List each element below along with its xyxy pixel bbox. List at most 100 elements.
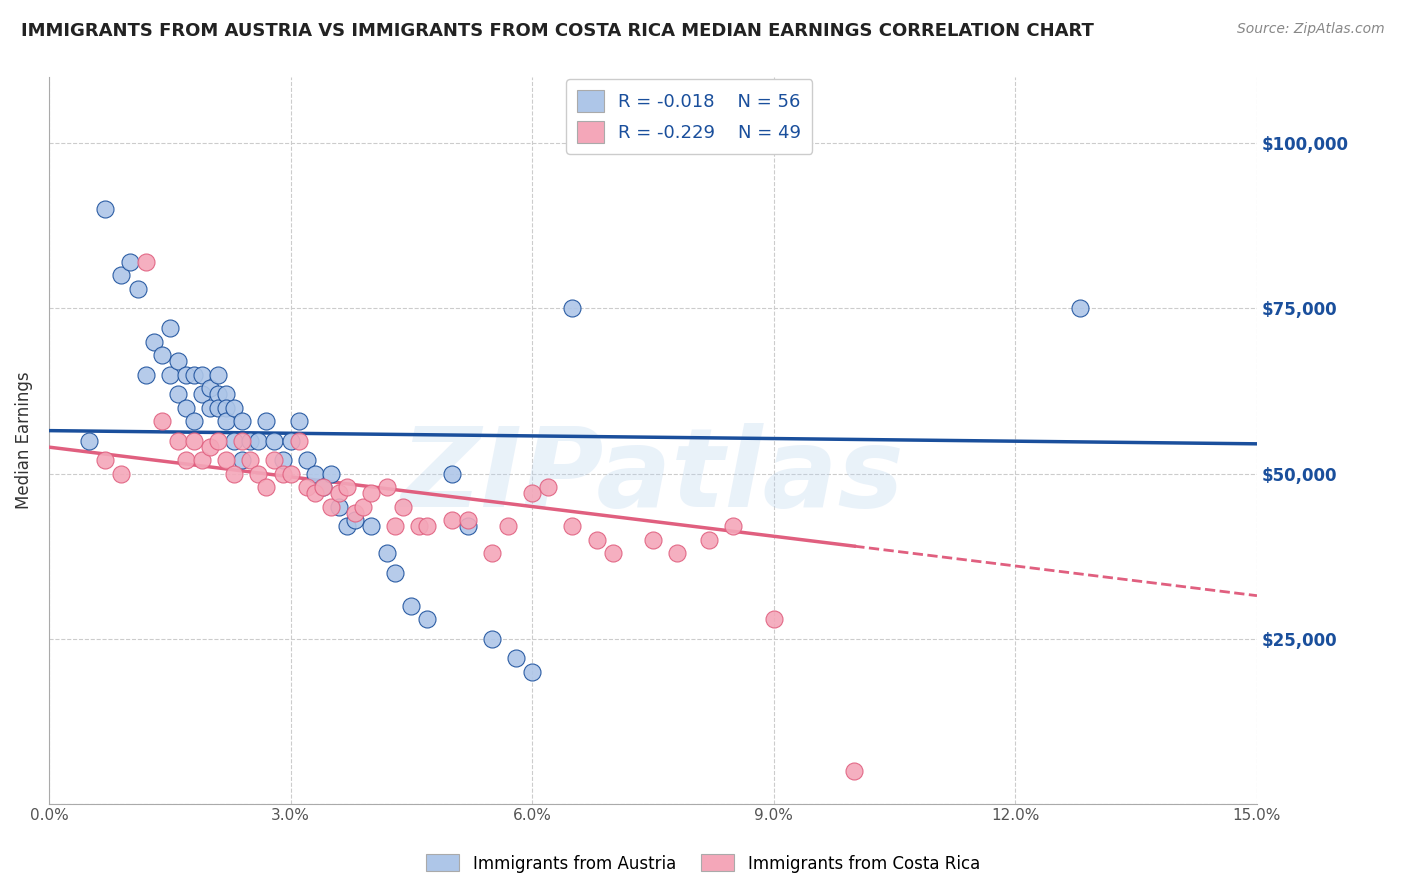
Point: [280, 434, 302, 448]
Point: [457, 519, 479, 533]
Point: [231, 453, 253, 467]
Point: [94, 202, 117, 217]
Legend: R = -0.018    N = 56, R = -0.229    N = 49: R = -0.018 N = 56, R = -0.229 N = 49: [567, 79, 813, 154]
Point: [127, 282, 149, 296]
Point: [384, 519, 406, 533]
Text: ZIPatlas: ZIPatlas: [401, 424, 905, 531]
Point: [440, 467, 463, 481]
Point: [352, 500, 374, 514]
Point: [254, 414, 277, 428]
Point: [224, 434, 246, 448]
Point: [641, 533, 664, 547]
Point: [481, 546, 503, 560]
Point: [360, 486, 382, 500]
Point: [271, 453, 294, 467]
Point: [319, 467, 342, 481]
Point: [215, 401, 238, 415]
Point: [183, 414, 205, 428]
Point: [343, 506, 366, 520]
Point: [537, 480, 560, 494]
Point: [440, 513, 463, 527]
Point: [457, 513, 479, 527]
Point: [343, 513, 366, 527]
Point: [215, 387, 238, 401]
Point: [287, 414, 309, 428]
Point: [666, 546, 689, 560]
Point: [142, 334, 165, 349]
Point: [166, 354, 188, 368]
Point: [762, 612, 785, 626]
Point: [561, 301, 583, 316]
Point: [416, 519, 439, 533]
Point: [561, 519, 583, 533]
Point: [247, 434, 270, 448]
Point: [336, 480, 359, 494]
Point: [198, 381, 221, 395]
Point: [224, 467, 246, 481]
Point: [166, 434, 188, 448]
Point: [174, 401, 197, 415]
Point: [263, 434, 285, 448]
Point: [287, 434, 309, 448]
Point: [191, 387, 214, 401]
Point: [183, 434, 205, 448]
Point: [304, 486, 326, 500]
Point: [94, 453, 117, 467]
Point: [150, 414, 173, 428]
Point: [207, 368, 229, 382]
Point: [1069, 301, 1091, 316]
Point: [328, 486, 350, 500]
Point: [207, 387, 229, 401]
Point: [844, 764, 866, 778]
Point: [166, 387, 188, 401]
Point: [239, 434, 262, 448]
Point: [191, 453, 214, 467]
Point: [215, 453, 238, 467]
Point: [118, 255, 141, 269]
Point: [135, 255, 157, 269]
Point: [110, 467, 132, 481]
Point: [174, 368, 197, 382]
Point: [723, 519, 745, 533]
Point: [198, 440, 221, 454]
Point: [280, 467, 302, 481]
Point: [304, 467, 326, 481]
Point: [224, 401, 246, 415]
Point: [295, 453, 318, 467]
Point: [191, 368, 214, 382]
Point: [699, 533, 721, 547]
Point: [328, 500, 350, 514]
Point: [384, 566, 406, 580]
Point: [110, 268, 132, 283]
Point: [135, 368, 157, 382]
Point: [231, 414, 253, 428]
Point: [312, 480, 335, 494]
Point: [254, 480, 277, 494]
Point: [481, 632, 503, 646]
Point: [174, 453, 197, 467]
Point: [520, 665, 543, 679]
Point: [375, 480, 398, 494]
Point: [375, 546, 398, 560]
Point: [319, 500, 342, 514]
Point: [231, 434, 253, 448]
Point: [392, 500, 415, 514]
Point: [295, 480, 318, 494]
Text: IMMIGRANTS FROM AUSTRIA VS IMMIGRANTS FROM COSTA RICA MEDIAN EARNINGS CORRELATIO: IMMIGRANTS FROM AUSTRIA VS IMMIGRANTS FR…: [21, 22, 1094, 40]
Legend: Immigrants from Austria, Immigrants from Costa Rica: Immigrants from Austria, Immigrants from…: [419, 847, 987, 880]
Point: [183, 368, 205, 382]
Point: [401, 599, 423, 613]
Point: [585, 533, 607, 547]
Point: [239, 453, 262, 467]
Y-axis label: Median Earnings: Median Earnings: [15, 372, 32, 509]
Point: [505, 651, 527, 665]
Point: [159, 321, 181, 335]
Point: [602, 546, 624, 560]
Point: [416, 612, 439, 626]
Point: [520, 486, 543, 500]
Point: [336, 519, 359, 533]
Text: Source: ZipAtlas.com: Source: ZipAtlas.com: [1237, 22, 1385, 37]
Point: [271, 467, 294, 481]
Point: [207, 401, 229, 415]
Point: [198, 401, 221, 415]
